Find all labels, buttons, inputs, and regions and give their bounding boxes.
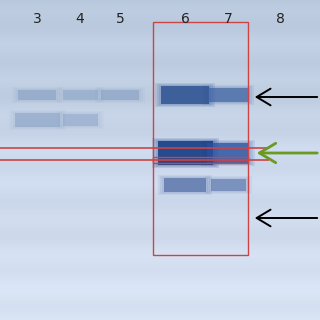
Bar	[157, 141, 212, 165]
Bar	[158, 175, 212, 195]
Text: 7: 7	[224, 12, 232, 26]
Bar	[0, 166, 320, 167]
Bar	[0, 140, 320, 141]
Bar	[155, 83, 215, 107]
Bar	[0, 135, 320, 136]
Bar	[60, 113, 100, 127]
Text: 5: 5	[116, 12, 124, 26]
Bar	[207, 143, 249, 163]
Bar	[62, 90, 98, 100]
Bar	[0, 168, 320, 169]
Bar	[0, 161, 320, 162]
Bar	[0, 151, 320, 152]
Bar	[59, 88, 101, 102]
Bar	[211, 179, 245, 191]
Bar	[0, 162, 320, 163]
Bar	[0, 147, 320, 148]
Bar	[202, 85, 254, 105]
Bar	[157, 84, 213, 106]
Bar	[14, 88, 60, 102]
Bar	[0, 164, 320, 165]
Bar	[0, 130, 320, 131]
Bar	[16, 89, 58, 101]
Bar	[0, 173, 320, 174]
Bar	[59, 112, 101, 128]
Bar	[156, 140, 214, 166]
Bar	[0, 172, 320, 173]
Bar	[0, 137, 320, 138]
Text: 8: 8	[276, 12, 284, 26]
Bar	[11, 111, 63, 129]
Bar	[0, 170, 320, 171]
Bar	[14, 113, 60, 127]
Bar	[101, 90, 139, 100]
Bar	[203, 141, 253, 165]
Bar	[18, 90, 56, 100]
Bar	[162, 177, 208, 193]
Bar	[0, 167, 320, 168]
Bar	[0, 163, 320, 164]
Bar	[0, 155, 320, 156]
Bar	[12, 112, 61, 128]
Bar	[12, 87, 62, 103]
Bar	[204, 86, 252, 104]
Bar	[0, 150, 320, 151]
Bar	[206, 177, 250, 193]
Bar	[0, 158, 320, 159]
Bar	[62, 114, 98, 126]
Bar	[0, 131, 320, 132]
Bar	[161, 86, 209, 104]
Bar	[0, 132, 320, 133]
Bar	[95, 87, 145, 103]
Bar	[201, 140, 255, 166]
Bar	[159, 85, 211, 105]
Bar	[164, 178, 206, 192]
Bar	[57, 111, 103, 129]
Bar	[206, 87, 250, 103]
Bar	[0, 134, 320, 135]
Bar	[160, 176, 210, 194]
Bar	[205, 142, 251, 164]
Bar	[0, 141, 320, 142]
Bar	[9, 110, 66, 130]
Bar	[0, 153, 320, 154]
Text: 3: 3	[33, 12, 41, 26]
Bar	[0, 146, 320, 147]
Bar	[0, 148, 320, 149]
Bar	[204, 176, 252, 194]
Bar	[99, 89, 141, 101]
Bar	[153, 157, 248, 255]
Bar	[0, 156, 320, 157]
Bar	[0, 171, 320, 172]
Bar	[0, 169, 320, 170]
Bar	[0, 136, 320, 137]
Bar	[0, 159, 320, 160]
Bar	[0, 138, 320, 139]
Bar	[0, 160, 320, 161]
Bar	[151, 138, 219, 168]
Bar	[0, 133, 320, 134]
Bar	[0, 149, 320, 150]
Bar	[0, 174, 320, 175]
Bar	[208, 88, 248, 102]
Bar	[209, 178, 247, 192]
Bar	[60, 89, 100, 101]
Bar	[0, 157, 320, 158]
Bar	[0, 144, 320, 145]
Bar	[0, 152, 320, 153]
Text: 4: 4	[76, 12, 84, 26]
Bar	[154, 139, 217, 167]
Bar	[0, 154, 320, 155]
Bar	[97, 88, 143, 102]
Bar	[153, 22, 248, 163]
Bar	[0, 165, 320, 166]
Bar	[0, 142, 320, 143]
Bar	[0, 143, 320, 144]
Bar	[0, 145, 320, 146]
Bar	[0, 139, 320, 140]
Bar	[57, 87, 103, 103]
Text: 6: 6	[180, 12, 189, 26]
